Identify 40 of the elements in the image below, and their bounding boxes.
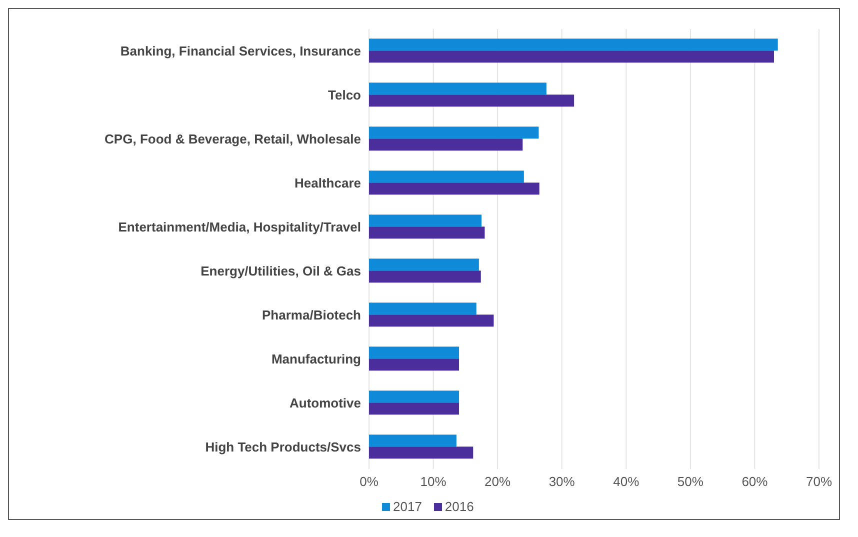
bar	[369, 446, 474, 459]
y-tick-label: CPG, Food & Beverage, Retail, Wholesale	[104, 132, 361, 147]
x-tick-label: 0%	[360, 474, 379, 490]
legend-label: 2017	[393, 499, 422, 514]
x-tick-label: 70%	[806, 474, 832, 490]
y-tick-label: Automotive	[290, 396, 361, 411]
x-tick-label: 10%	[420, 474, 447, 490]
bar	[369, 346, 459, 359]
bar	[369, 82, 546, 95]
x-tick-label: 50%	[677, 474, 704, 490]
bar	[369, 390, 459, 403]
bar	[369, 138, 523, 151]
y-tick-label: Healthcare	[294, 176, 361, 191]
bar	[369, 50, 774, 63]
bar	[369, 170, 524, 183]
bar	[369, 270, 481, 283]
bar	[369, 38, 778, 51]
x-tick-label: 40%	[613, 474, 640, 490]
bar	[369, 226, 485, 239]
bar	[369, 434, 456, 447]
y-tick-label: Entertainment/Media, Hospitality/Travel	[118, 220, 361, 235]
y-tick-label: High Tech Products/Svcs	[205, 440, 361, 455]
x-tick-label: 30%	[548, 474, 576, 490]
bar	[369, 182, 540, 195]
bar	[369, 314, 494, 327]
legend-label: 2016	[444, 499, 474, 514]
bar	[369, 302, 476, 315]
x-tick-label: 20%	[484, 474, 512, 490]
bar	[369, 358, 459, 371]
y-tick-label: Manufacturing	[271, 352, 362, 367]
y-tick-label: Telco	[328, 88, 362, 103]
y-tick-label: Pharma/Biotech	[262, 308, 362, 323]
bar	[369, 94, 574, 107]
bar	[369, 402, 459, 415]
y-tick-label: Banking, Financial Services, Insurance	[120, 44, 361, 59]
bar	[369, 258, 479, 271]
bar	[369, 214, 482, 227]
x-tick-label: 60%	[742, 474, 768, 490]
bar	[369, 126, 539, 139]
y-tick-label: Energy/Utilities, Oil & Gas	[200, 264, 361, 279]
